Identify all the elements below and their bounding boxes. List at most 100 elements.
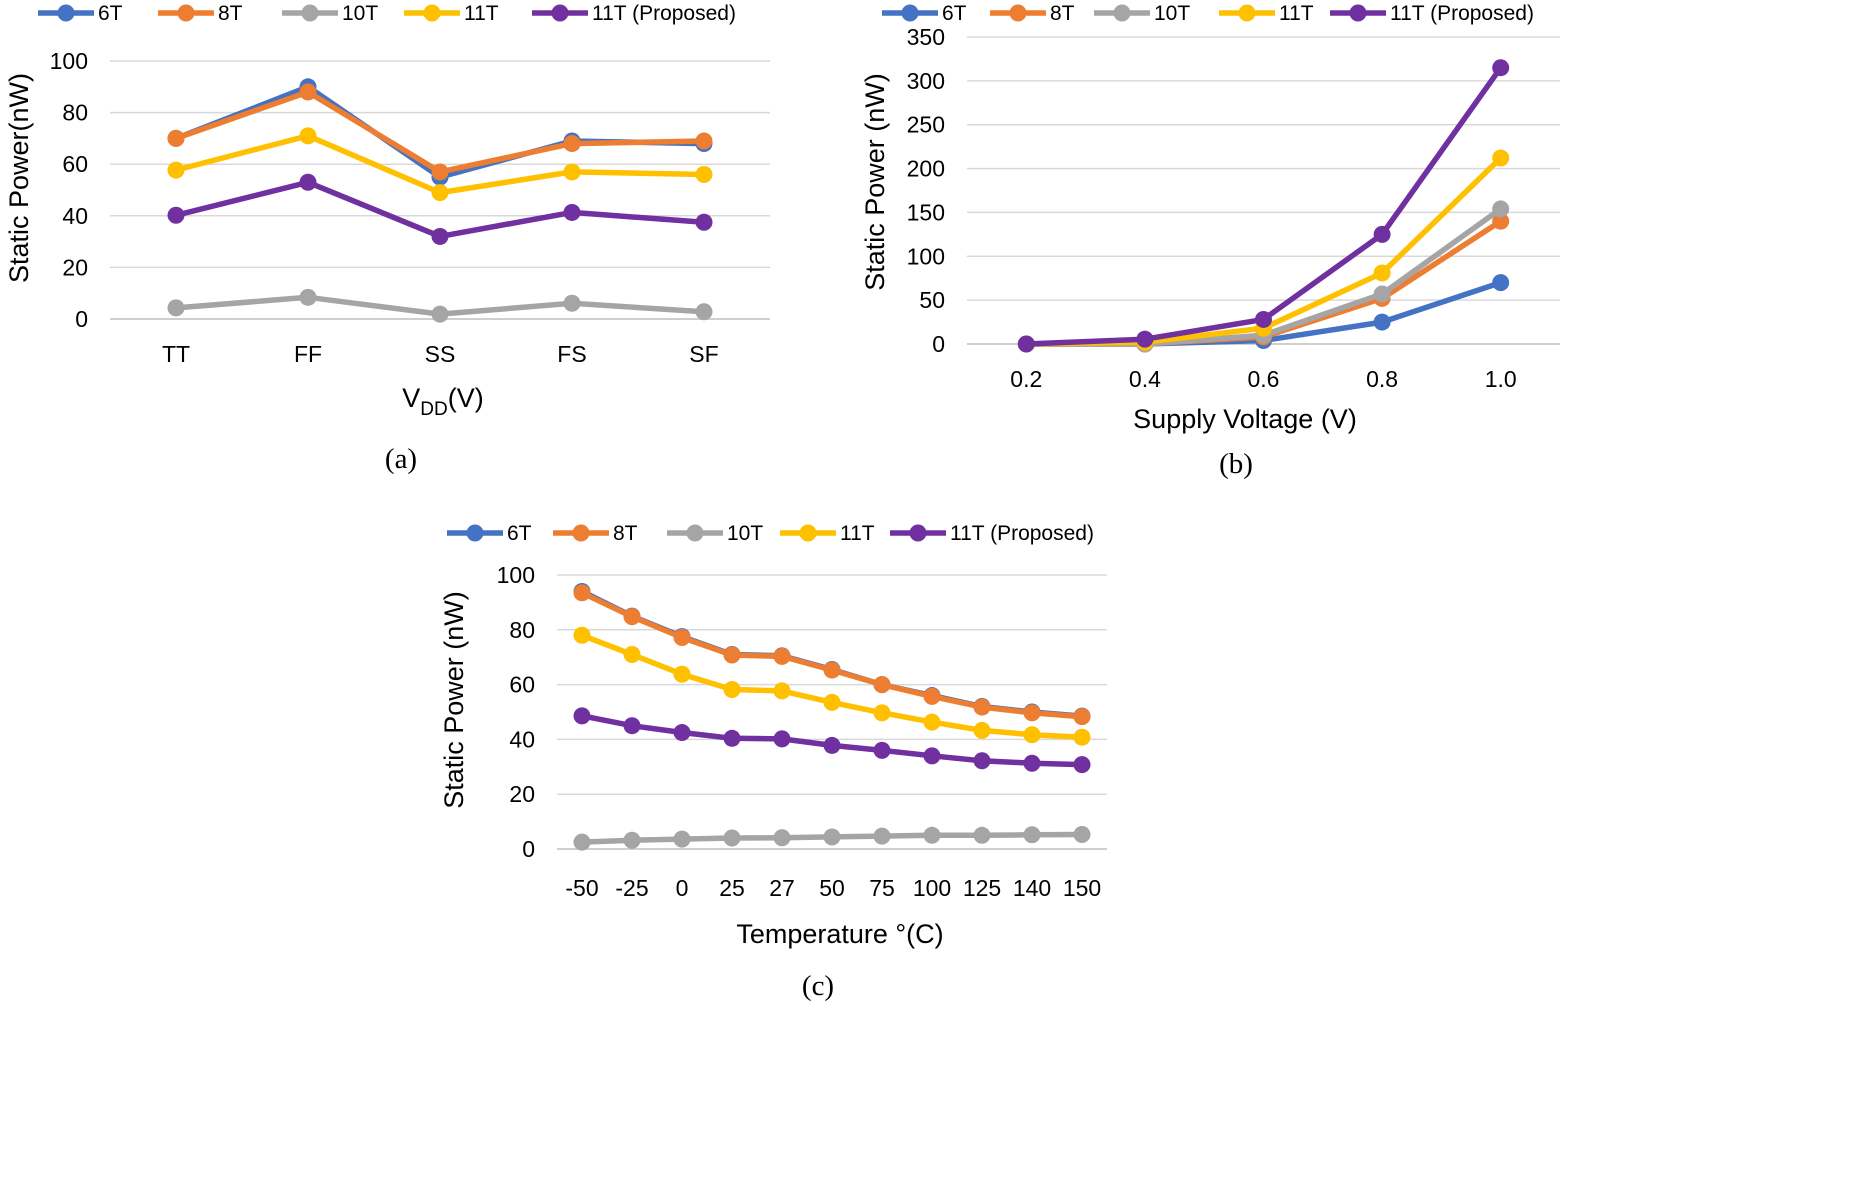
data-point-10t (823, 828, 841, 846)
x-tick-label: FS (557, 341, 586, 367)
data-point-11t (923, 713, 941, 731)
data-point-10t (873, 827, 891, 845)
x-axis-label: Temperature °(C) (736, 919, 943, 949)
chart-panel-b: 0 50 100 150 200 250 300 350 0.2 0.4 0.6 0.8 1.0 6T 8T… (860, 2, 1560, 480)
data-point-8t (773, 647, 791, 665)
x-tick-label: 0.2 (1010, 366, 1042, 392)
legend-marker-10t (686, 524, 704, 542)
data-point-11t-proposed (773, 730, 791, 748)
data-point-11t (773, 682, 791, 700)
data-point-10t (299, 288, 317, 306)
data-point-11t (723, 681, 741, 699)
data-point-8t (1073, 708, 1091, 726)
data-point-11t-proposed (563, 203, 581, 221)
legend-label: 8T (613, 522, 638, 545)
data-point-8t (573, 584, 591, 602)
data-point-11t (563, 163, 581, 181)
data-point-11t (623, 645, 641, 663)
data-point-11t (823, 693, 841, 711)
legend-marker-8t (572, 524, 590, 542)
legend-label: 11T (840, 522, 875, 545)
x-tick-label: 50 (819, 875, 845, 901)
y-tick-label: 350 (907, 24, 945, 50)
y-axis-label: Static Power (nW) (860, 73, 890, 291)
data-point-8t (1492, 212, 1510, 230)
x-axis-label: Supply Voltage (V) (1133, 404, 1357, 434)
y-tick-label: 0 (932, 331, 945, 357)
y-tick-label: 80 (62, 100, 88, 126)
data-point-11t-proposed (1073, 756, 1091, 774)
legend-label: 11T (464, 2, 499, 25)
data-point-11t-proposed (299, 173, 317, 191)
legend-marker-11t (1238, 4, 1256, 22)
data-point-10t (573, 833, 591, 851)
data-point-8t (431, 163, 449, 181)
data-point-8t (973, 698, 991, 716)
data-point-11t-proposed (1017, 335, 1035, 353)
x-tick-label: FF (294, 341, 322, 367)
data-point-10t (1073, 825, 1091, 843)
data-point-11t (1073, 728, 1091, 746)
legend-marker-11t-proposed (1349, 4, 1367, 22)
y-tick-label: 60 (509, 672, 535, 698)
data-point-8t (823, 661, 841, 679)
x-tick-label: TT (162, 341, 190, 367)
y-tick-label: 80 (509, 617, 535, 643)
y-tick-label: 100 (50, 48, 88, 74)
data-point-11t (573, 626, 591, 644)
legend-marker-10t (301, 4, 319, 22)
legend-label: 10T (727, 522, 763, 545)
x-tick-label: 0 (676, 875, 689, 901)
data-point-11t (299, 127, 317, 145)
data-point-11t (1492, 149, 1510, 167)
data-point-8t (695, 132, 713, 150)
data-point-11t-proposed (923, 747, 941, 765)
data-point-11t-proposed (573, 707, 591, 725)
legend-marker-11t (799, 524, 817, 542)
data-point-10t (1023, 826, 1041, 844)
legend-label: 11T (Proposed) (592, 2, 736, 25)
data-point-8t (563, 135, 581, 153)
x-tick-label: SF (689, 341, 718, 367)
data-point-11t-proposed (673, 724, 691, 742)
data-point-8t (299, 83, 317, 101)
data-point-11t (431, 184, 449, 202)
data-point-6t (1492, 274, 1510, 292)
legend-marker-6t (901, 4, 919, 22)
legend-label: 10T (1154, 2, 1190, 25)
y-tick-label: 20 (509, 781, 535, 807)
data-point-11t-proposed (431, 227, 449, 245)
data-point-8t (623, 608, 641, 626)
x-axis-label: VDD(V) (402, 383, 483, 420)
y-tick-label: 0 (522, 836, 535, 862)
y-tick-label: 250 (907, 112, 945, 138)
legend-label: 8T (218, 2, 243, 25)
data-point-11t-proposed (1255, 310, 1272, 328)
data-point-11t-proposed (1373, 225, 1391, 243)
legend-label: 6T (98, 2, 123, 25)
chart-panel-a: 0 20 40 60 80 100 TT FF SS FS SF 6T 8T 10T 11T 11T (Pro… (4, 2, 770, 475)
data-point-8t (1023, 704, 1041, 722)
x-tick-label: 150 (1063, 875, 1101, 901)
x-tick-label: -25 (615, 875, 648, 901)
data-point-11t-proposed (823, 736, 841, 754)
data-point-10t (623, 831, 641, 849)
panel-caption: (b) (1219, 448, 1253, 480)
legend-marker-11t (423, 4, 441, 22)
series-line-11t (579, 632, 1085, 740)
x-tick-label: 75 (869, 875, 895, 901)
series-line-8t (173, 89, 707, 175)
data-point-11t (695, 166, 713, 184)
data-point-8t (673, 628, 691, 646)
x-tick-label: 27 (769, 875, 795, 901)
legend-label: 8T (1050, 2, 1075, 25)
y-tick-label: 20 (62, 254, 88, 280)
data-point-11t (973, 721, 991, 739)
data-point-10t (723, 829, 741, 847)
data-point-11t (167, 161, 185, 179)
data-point-11t-proposed (167, 206, 185, 224)
data-point-10t (973, 826, 991, 844)
data-point-8t (923, 687, 941, 705)
legend-marker-11t-proposed (551, 4, 569, 22)
data-point-11t-proposed (695, 213, 713, 231)
